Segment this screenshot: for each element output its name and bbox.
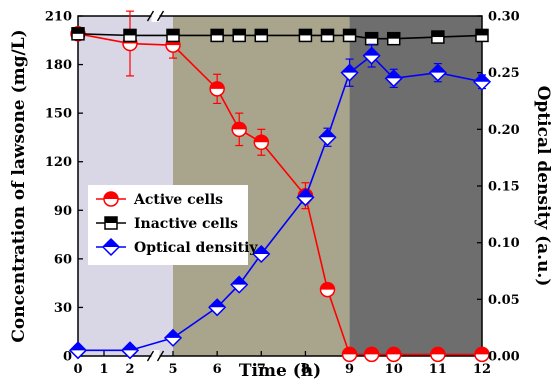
y-left-tick-label: 120 [45,155,72,170]
data-point-fill [165,329,181,338]
data-point-fill [253,246,270,254]
x-tick-label: 0 [73,362,82,377]
y-right-tick-label: 0.30 [488,10,520,25]
y-right-tick-label: 0.25 [488,66,520,81]
data-point-fill [210,81,225,89]
data-point-fill [430,347,445,355]
data-point-fill [387,32,400,39]
data-point-fill [124,29,136,36]
data-point-fill [211,29,224,36]
data-point-fill [386,347,401,355]
y-right-tick-label: 0.20 [488,123,520,138]
data-point-fill [363,47,380,56]
x-tick-label: 8 [301,362,310,377]
legend-item: Optical densitiy [96,237,258,257]
y-left-tick-label: 0 [63,350,72,365]
y-left-tick-label: 30 [54,301,72,316]
x-tick-label: 1 [99,362,108,377]
axis-break-gap [151,10,160,22]
x-tick-label: 11 [429,362,447,377]
y-left-tick-label: 180 [45,58,72,73]
x-tick-label: 7 [257,362,266,377]
series-layer [68,10,492,363]
y-right-tick-label: 0.05 [488,293,520,308]
tick-labels: 0 1 2 5 6 7 8 9 10 11 1203060901201501802100.000.0… [45,10,520,378]
y-left-tick-label: 210 [45,10,72,25]
legend-item: Inactive cells [96,216,238,232]
series-active-cells [70,10,490,363]
data-point-fill [474,73,490,82]
data-point-fill [475,347,489,355]
data-point-fill [341,64,358,73]
series-optical-densitiy [68,43,492,360]
axis-break-mark [156,10,165,22]
x-tick-label: 6 [213,362,222,377]
data-point-fill [255,29,268,36]
background-region [349,16,482,356]
data-point-fill [70,342,86,351]
x-tick-label: 10 [385,362,403,377]
axis-break-mark [146,350,155,362]
data-point-fill [431,31,444,38]
x-tick-label: 2 [125,362,134,377]
y-left-tick-label: 60 [54,252,72,267]
legend-marker-fill [103,239,119,247]
data-point-fill [232,122,247,130]
data-point-fill [385,70,402,79]
axis-break-mark [146,10,155,22]
data-point-fill [122,342,138,351]
data-point-fill [233,29,246,36]
data-point-fill [476,29,488,36]
data-point-fill [167,29,179,36]
y-axis-left-title: Concentration of lawsone (mg/L) [9,29,29,342]
y-left-tick-label: 150 [45,107,72,122]
x-axis-title: Time (h) [239,361,321,381]
data-point-fill [364,347,379,355]
data-point-fill [429,64,446,73]
data-point-fill [320,282,335,290]
y-axis-right-title: Optical density (a.u.) [533,86,553,287]
legend-label: Optical densitiy [134,240,258,256]
data-point-fill [365,32,378,39]
legend-marker-fill [105,217,117,223]
legend-item: Active cells [96,191,223,208]
legend-label: Inactive cells [134,216,238,232]
legend: Active cells Inactive cells Optical densit… [88,185,258,265]
axis-break-gap [151,350,160,362]
background-regions [78,16,482,356]
data-point-fill [231,276,248,285]
data-point-fill [209,299,226,308]
data-point-fill [254,135,269,143]
y-right-tick-label: 0.10 [488,236,520,251]
data-point-fill [342,347,357,355]
legend-label: Active cells [133,192,223,208]
series-inactive-cells [71,27,489,46]
data-point-fill [299,29,312,36]
x-tick-label: 5 [168,362,177,377]
y-right-tick-label: 0.15 [488,180,520,195]
x-tick-label: 9 [345,362,354,377]
data-point-fill [319,129,336,138]
axis-break-mark [156,350,165,362]
data-point-fill [297,189,314,198]
y-right-tick-label: 0.00 [488,350,520,365]
data-point-fill [321,29,334,36]
data-point-fill [72,27,84,34]
data-point-fill [343,29,356,36]
x-tick-label: 12 [473,362,491,377]
legend-marker-fill [104,192,118,199]
y-left-tick-label: 90 [54,204,72,219]
